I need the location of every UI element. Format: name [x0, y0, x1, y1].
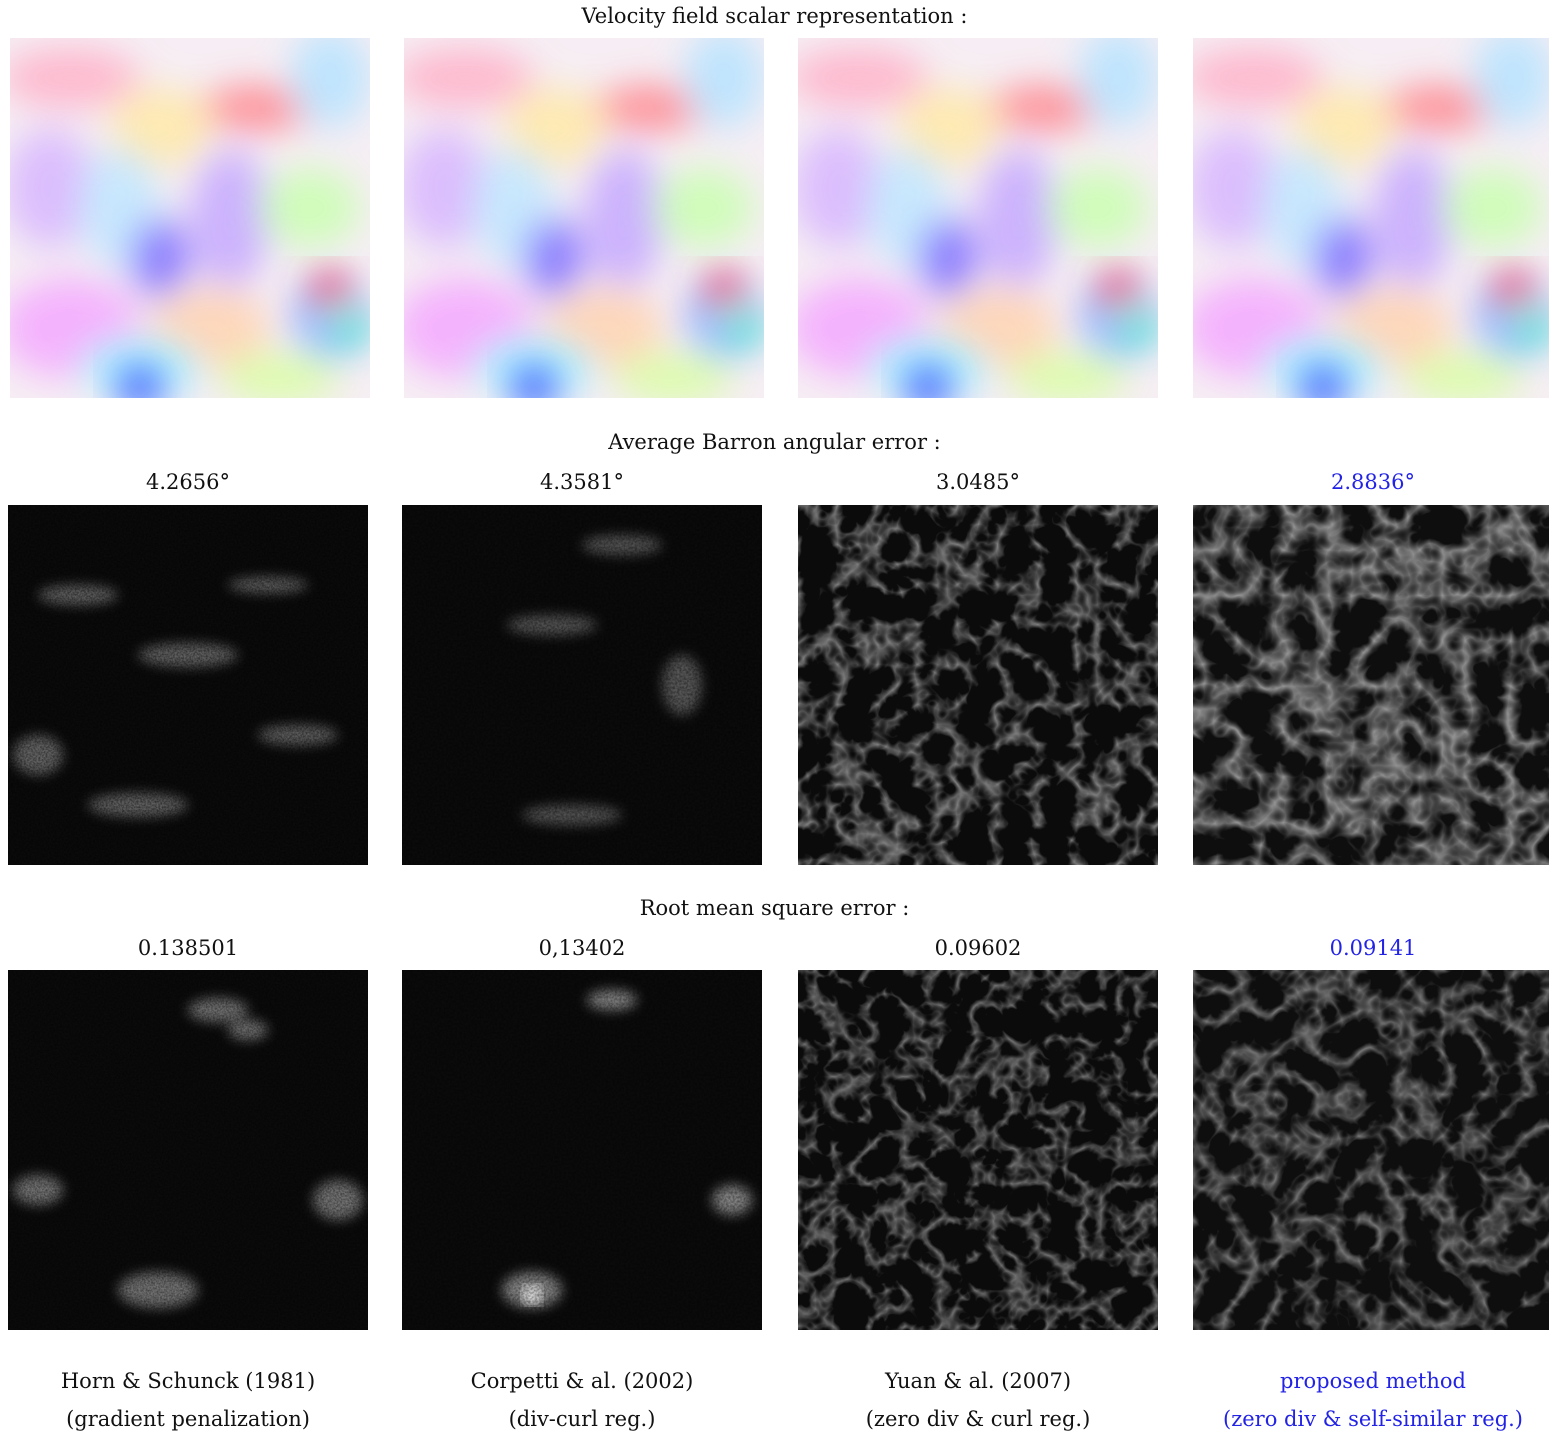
caption-yuan: Yuan & al. (2007) (zero div & curl reg.) — [788, 1362, 1168, 1438]
method-detail: (zero div & self-similar reg.) — [1223, 1407, 1523, 1431]
section-title-barron: Average Barron angular error : — [608, 430, 941, 454]
rmse-map-horn-schunck — [8, 970, 368, 1330]
caption-corpetti: Corpetti & al. (2002) (div-curl reg.) — [392, 1362, 772, 1438]
velocity-map-yuan — [798, 38, 1158, 398]
method-name: Corpetti & al. (2002) — [470, 1369, 694, 1393]
rmse-map-corpetti — [402, 970, 762, 1330]
caption-horn-schunck: Horn & Schunck (1981) (gradient penaliza… — [0, 1362, 378, 1438]
method-name: Yuan & al. (2007) — [884, 1369, 1072, 1393]
method-detail: (div-curl reg.) — [508, 1407, 656, 1431]
barron-error-map-yuan — [798, 505, 1158, 865]
barron-error-map-corpetti — [402, 505, 762, 865]
velocity-map-horn-schunck — [10, 38, 370, 398]
barron-error-map-proposed — [1193, 505, 1549, 865]
method-detail: (gradient penalization) — [66, 1407, 310, 1431]
barron-error-corpetti: 4.3581° — [540, 470, 624, 494]
section-title-rmse: Root mean square error : — [639, 896, 910, 920]
method-name: proposed method — [1280, 1369, 1466, 1393]
barron-error-proposed: 2.8836° — [1331, 470, 1415, 494]
barron-error-map-horn-schunck — [8, 505, 368, 865]
velocity-map-corpetti — [404, 38, 764, 398]
method-detail: (zero div & curl reg.) — [865, 1407, 1091, 1431]
rmse-yuan: 0.09602 — [934, 936, 1022, 960]
barron-error-horn-schunck: 4.2656° — [146, 470, 230, 494]
rmse-horn-schunck: 0.138501 — [137, 936, 239, 960]
method-name: Horn & Schunck (1981) — [60, 1369, 316, 1393]
caption-proposed: proposed method (zero div & self-similar… — [1183, 1362, 1549, 1438]
rmse-map-proposed — [1193, 970, 1549, 1330]
velocity-map-proposed — [1193, 38, 1549, 398]
barron-error-yuan: 3.0485° — [936, 470, 1020, 494]
rmse-corpetti: 0,13402 — [538, 936, 626, 960]
rmse-map-yuan — [798, 970, 1158, 1330]
section-title-velocity: Velocity field scalar representation : — [581, 4, 968, 28]
rmse-proposed: 0.09141 — [1329, 936, 1417, 960]
